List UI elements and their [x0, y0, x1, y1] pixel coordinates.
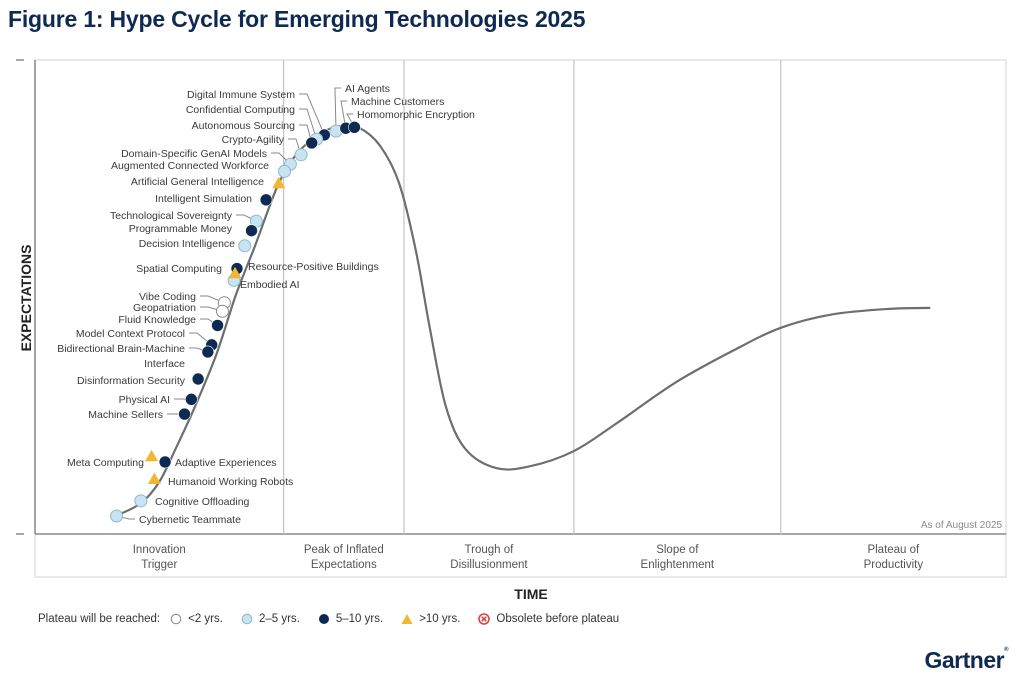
yellow-triangle-icon — [401, 614, 413, 624]
as-of-annotation: As of August 2025 — [921, 520, 1003, 531]
x-axis-label: TIME — [514, 586, 547, 602]
point-bidirectional-brain-machine-interface — [201, 345, 215, 359]
label-confidential-computing: Confidential Computing — [186, 104, 295, 116]
point-machine-sellers — [178, 407, 191, 421]
point-resource-positive-buildings-marker — [228, 266, 242, 279]
point-programmable-money — [245, 224, 258, 237]
point-homomorphic-encryption — [348, 121, 361, 134]
label-decision-intelligence: Decision Intelligence — [139, 238, 235, 250]
phase-label: Expectations — [311, 559, 377, 571]
label-fluid-knowledge: Fluid Knowledge — [118, 314, 196, 326]
phase-label: Trigger — [141, 559, 177, 571]
phase-label: Plateau of — [867, 544, 920, 556]
legend-label: 2–5 yrs. — [258, 613, 300, 625]
label-resource-positive-buildings: Resource-Positive Buildings — [248, 261, 379, 273]
label-physical-ai: Physical AI — [119, 394, 170, 406]
label-artificial-general-intelligence: Artificial General Intelligence — [131, 176, 264, 188]
phase-label: Disillusionment — [450, 559, 528, 571]
label-embodied-ai: Embodied AI — [240, 279, 300, 291]
label-disinformation-security: Disinformation Security — [77, 375, 186, 387]
label-humanoid-working-robots: Humanoid Working Robots — [168, 476, 293, 488]
point-geopatriation — [215, 304, 229, 318]
legend-item-lt2: <2 yrs. — [170, 613, 223, 625]
point-adaptive-experiences — [158, 455, 172, 469]
point-humanoid-working-robots — [147, 472, 161, 485]
phase-label: Peak of Inflated — [304, 544, 384, 556]
point-crypto-agility — [294, 148, 308, 162]
phase-label: Trough of — [465, 544, 515, 556]
label-homomorphic-encryption: Homomorphic Encryption — [357, 109, 475, 121]
navy-circle-icon — [318, 614, 329, 624]
white-circle-icon — [170, 613, 182, 625]
legend: Plateau will be reached: <2 yrs. 2–5 yrs… — [38, 613, 637, 625]
legend-label: Obsolete before plateau — [496, 613, 620, 625]
label-augmented-connected-workforce: Augmented Connected Workforce — [111, 160, 269, 172]
leader-line — [299, 108, 318, 140]
gartner-logo: Gartner® — [924, 647, 1008, 674]
label-machine-sellers: Machine Sellers — [88, 409, 163, 421]
leader-line — [334, 87, 341, 132]
label-crypto-agility: Crypto-Agility — [222, 134, 285, 146]
legend-label: <2 yrs. — [188, 613, 223, 625]
legend-title: Plateau will be reached: — [38, 613, 161, 625]
point-artificial-general-intelligence — [272, 176, 286, 189]
legend-label: >10 yrs. — [419, 613, 461, 625]
figure-title: Figure 1: Hype Cycle for Emerging Techno… — [8, 6, 586, 32]
y-axis-label: EXPECTATIONS — [18, 245, 34, 352]
point-disinformation-security — [191, 372, 205, 386]
label-cybernetic-teammate: Cybernetic Teammate — [139, 514, 241, 526]
leader-line — [189, 332, 213, 346]
label-intelligent-simulation: Intelligent Simulation — [155, 193, 252, 205]
legend-item-2to5: 2–5 yrs. — [241, 613, 300, 625]
legend-item-gt10: >10 yrs. — [401, 613, 460, 625]
label-meta-computing: Meta Computing — [67, 457, 144, 469]
label-model-context-protocol: Model Context Protocol — [76, 328, 185, 340]
lightblue-circle-icon — [241, 613, 253, 625]
point-fluid-knowledge — [211, 319, 224, 332]
label-ai-agents: AI Agents — [345, 83, 390, 95]
legend-label: 5–10 yrs. — [335, 613, 384, 625]
label-cognitive-offloading: Cognitive Offloading — [155, 496, 250, 508]
label-machine-customers: Machine Customers — [351, 96, 444, 108]
label-autonomous-sourcing: Autonomous Sourcing — [192, 120, 295, 132]
label-domain-specific-genai-models: Domain-Specific GenAI Models — [121, 148, 267, 160]
logo-text: Gartner — [924, 647, 1005, 673]
label-spatial-computing: Spatial Computing — [136, 263, 222, 275]
point-decision-intelligence — [238, 239, 252, 253]
phase-label: Innovation — [133, 544, 186, 556]
legend-item-5to10: 5–10 yrs. — [318, 613, 383, 625]
chart-frame — [16, 59, 1007, 578]
label-digital-immune-system: Digital Immune System — [187, 89, 295, 101]
leader-line — [299, 93, 325, 136]
leader-line — [340, 100, 347, 129]
point-meta-computing — [145, 449, 159, 462]
phase-bands: Innovation Trigger Peak of Inflated Expecta… — [133, 60, 924, 571]
point-autonomous-sourcing — [305, 136, 319, 150]
obsolete-x-icon — [478, 613, 491, 625]
label-vibe-coding: Vibe Coding — [139, 291, 196, 303]
point-augmented-connected-workforce — [278, 164, 292, 178]
point-cognitive-offloading — [134, 494, 148, 508]
phase-label: Productivity — [864, 559, 924, 571]
label-technological-sovereignty: Technological Sovereignty — [110, 210, 233, 222]
technology-points — [110, 121, 361, 523]
label-adaptive-experiences: Adaptive Experiences — [175, 457, 277, 469]
label-geopatriation: Geopatriation — [133, 302, 196, 314]
hype-curve — [115, 123, 931, 517]
label-bidirectional-brain-machine-interface-cont: Interface — [144, 358, 185, 370]
point-intelligent-simulation — [259, 193, 273, 207]
phase-label: Enlightenment — [641, 559, 715, 571]
point-cybernetic-teammate — [110, 509, 124, 523]
label-bidirectional-brain-machine-interface: Bidirectional Brain-Machine — [57, 343, 185, 355]
phase-label: Slope of — [656, 544, 699, 556]
point-physical-ai — [185, 393, 198, 406]
registered-mark: ® — [1004, 647, 1008, 653]
label-programmable-money: Programmable Money — [129, 223, 233, 235]
legend-item-obsolete: Obsolete before plateau — [478, 613, 619, 625]
